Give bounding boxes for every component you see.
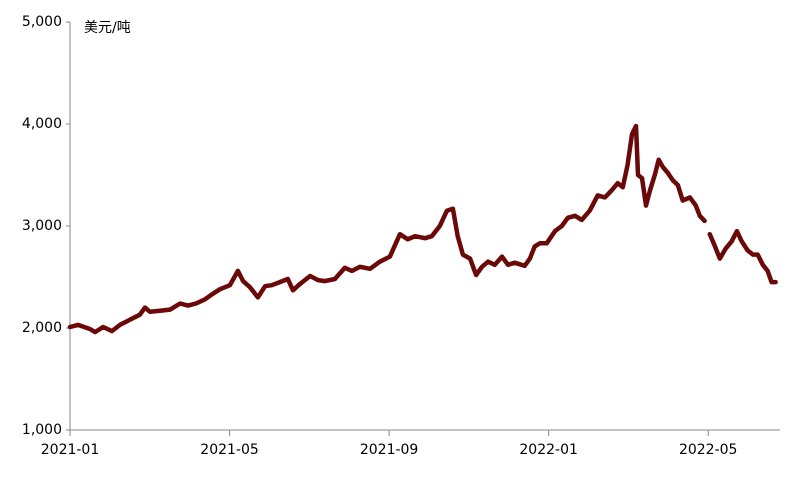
y-tick-label: 4,000 [22, 116, 62, 132]
x-tick-label: 2021-01 [41, 442, 100, 458]
y-tick-label: 5,000 [22, 14, 62, 30]
y-tick-label: 1,000 [22, 422, 62, 438]
x-tick-label: 2022-05 [679, 442, 738, 458]
y-axis-unit: 美元/吨 [84, 20, 131, 36]
price-line [67, 123, 778, 335]
y-tick-label: 3,000 [22, 218, 62, 234]
x-tick-label: 2022-01 [519, 442, 578, 458]
x-tick-label: 2021-09 [360, 442, 419, 458]
x-tick-label: 2021-05 [200, 442, 259, 458]
y-tick-label: 2,000 [22, 320, 62, 336]
